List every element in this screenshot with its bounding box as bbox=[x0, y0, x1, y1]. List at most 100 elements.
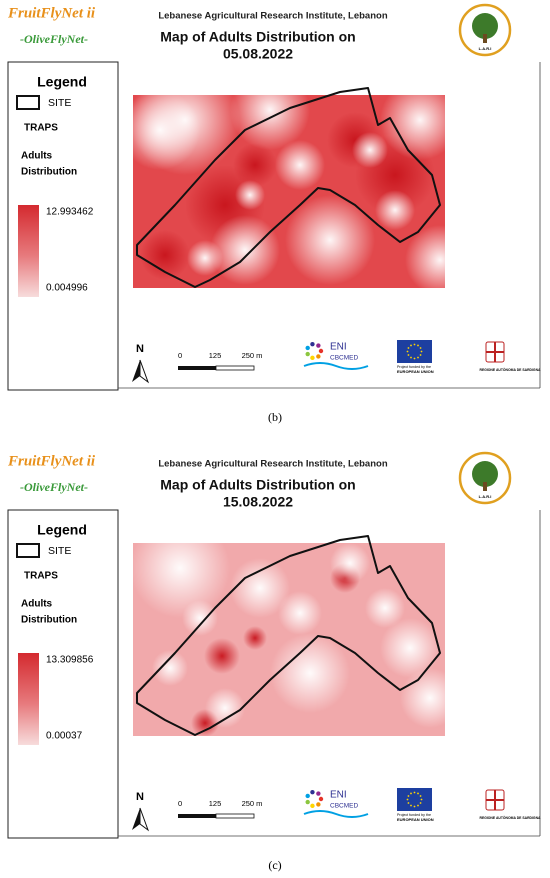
map-title: 05.08.2022 bbox=[223, 46, 293, 62]
field-label: Distribution bbox=[21, 167, 77, 178]
site-symbol bbox=[16, 95, 40, 110]
lari-tree bbox=[472, 461, 498, 487]
lari-trunk bbox=[483, 482, 487, 491]
map-panel: FruitFlyNet ii -OliveFlyNet- Lebanese Agri… bbox=[7, 451, 542, 872]
sardinia-cross bbox=[486, 790, 504, 810]
color-ramp bbox=[18, 653, 39, 745]
sardinia-label: REGIONE AUTÒNOMA DE SARDIGNA bbox=[480, 367, 542, 372]
cold-spot bbox=[285, 195, 375, 285]
brand: FruitFlyNet ii bbox=[7, 5, 96, 21]
eni-label: ENI bbox=[330, 790, 347, 801]
cold-spot bbox=[330, 543, 370, 583]
site-outline bbox=[136, 535, 441, 736]
project: -OliveFlyNet- bbox=[20, 32, 88, 46]
scale-white bbox=[215, 365, 255, 371]
eu-star bbox=[410, 344, 412, 347]
eni-dot bbox=[316, 354, 321, 359]
eni-dot bbox=[305, 793, 310, 799]
brand: FruitFlyNet ii bbox=[7, 453, 96, 469]
eu-star bbox=[420, 798, 423, 801]
site-symbol bbox=[16, 543, 40, 558]
north-arrow bbox=[132, 808, 140, 830]
eni-dot bbox=[316, 802, 321, 807]
eni-wave bbox=[303, 362, 369, 370]
site-label: SITE bbox=[48, 97, 71, 109]
cold-spot bbox=[187, 240, 223, 276]
lari-text: L.A.R.I bbox=[479, 494, 492, 499]
eni-wave bbox=[303, 810, 369, 818]
hot-spot bbox=[140, 230, 190, 280]
cold-spot bbox=[210, 215, 280, 285]
eni-dot bbox=[316, 343, 321, 348]
eu-star bbox=[419, 802, 422, 804]
eu-star bbox=[417, 356, 419, 359]
eni-dot bbox=[318, 348, 324, 354]
north-label: N bbox=[136, 791, 144, 803]
lari-trunk bbox=[483, 34, 487, 43]
eu-star bbox=[419, 795, 422, 797]
eu-star bbox=[417, 344, 419, 347]
caption: (b) bbox=[268, 410, 282, 424]
institute: Lebanese Agricultural Research Institute… bbox=[158, 11, 387, 22]
cold-spot bbox=[400, 668, 445, 728]
hot-spot bbox=[243, 626, 267, 650]
map-title: 15.08.2022 bbox=[223, 494, 293, 510]
scale-white bbox=[215, 813, 255, 819]
eni-dot bbox=[305, 351, 310, 357]
heatmap bbox=[133, 95, 445, 288]
cold-spot bbox=[152, 650, 188, 686]
field-label: Adults bbox=[21, 151, 53, 162]
eu-star bbox=[413, 805, 416, 808]
scale-label: 125 bbox=[209, 799, 222, 808]
site-outline bbox=[136, 87, 441, 288]
eu-star bbox=[419, 347, 422, 349]
map-title: Map of Adults Distribution on bbox=[160, 29, 355, 45]
project: -OliveFlyNet- bbox=[20, 480, 88, 494]
eu-star bbox=[420, 350, 423, 353]
eu-flag bbox=[397, 340, 432, 363]
north-label: N bbox=[136, 343, 144, 355]
cold-spot bbox=[275, 140, 325, 190]
eu-note: Project funded by the bbox=[397, 365, 431, 369]
cold-spot bbox=[133, 95, 200, 170]
scale-label: 250 m bbox=[242, 799, 263, 808]
heatmap bbox=[133, 543, 445, 736]
north-arrow bbox=[132, 360, 140, 382]
eu-note: Project funded by the bbox=[397, 813, 431, 817]
north-arrow-half bbox=[139, 359, 150, 384]
eu-star bbox=[419, 354, 422, 356]
scale-label: 0 bbox=[178, 799, 182, 808]
hot-spot bbox=[233, 143, 277, 187]
sardinia-label: REGIONE AUTÒNOMA DE SARDIGNA bbox=[480, 815, 542, 820]
eu-label: EUROPEAN UNION bbox=[397, 369, 434, 374]
cold-spot bbox=[270, 633, 350, 713]
cold-spot bbox=[405, 225, 445, 288]
cold-spot bbox=[365, 588, 405, 628]
cold-spot bbox=[205, 688, 245, 728]
eni-dot bbox=[310, 355, 315, 361]
lari-tree bbox=[472, 13, 498, 39]
eu-star bbox=[417, 792, 419, 795]
eu-star bbox=[417, 804, 419, 807]
cold-spot bbox=[380, 95, 445, 160]
color-ramp bbox=[18, 205, 39, 297]
ramp-min: 0.00037 bbox=[46, 731, 83, 742]
scale-label: 0 bbox=[178, 351, 182, 360]
cbcmed-label: CBCMED bbox=[330, 803, 358, 810]
eni-dot bbox=[305, 345, 310, 351]
field-label: Distribution bbox=[21, 615, 77, 626]
scale-label: 250 m bbox=[242, 351, 263, 360]
cold-spot bbox=[352, 132, 388, 168]
eni-dot bbox=[316, 791, 321, 796]
cold-spot bbox=[380, 618, 440, 678]
eu-star bbox=[410, 792, 412, 795]
cold-spot bbox=[235, 180, 265, 210]
scale-label: 125 bbox=[209, 351, 222, 360]
caption: (c) bbox=[268, 858, 281, 872]
field-label: Adults bbox=[21, 599, 53, 610]
hot-spot bbox=[204, 638, 240, 674]
eu-star bbox=[410, 804, 412, 807]
scale-black bbox=[178, 814, 216, 818]
lari-text: L.A.R.I bbox=[479, 46, 492, 51]
